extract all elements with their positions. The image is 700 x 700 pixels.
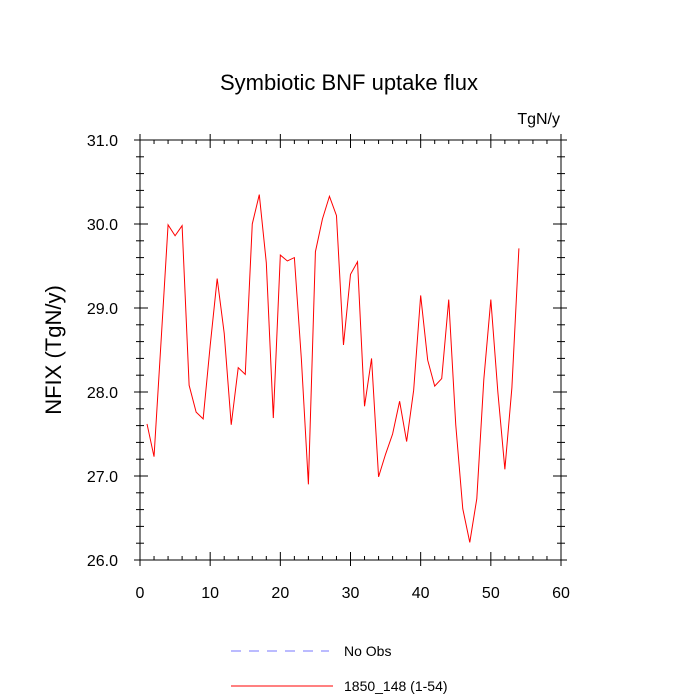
x-tick-label: 20	[271, 585, 289, 602]
plot-frame	[139, 139, 562, 561]
units-label: TgN/y	[517, 111, 560, 128]
y-axis-label: NFIX (TgN/y)	[41, 285, 66, 415]
series-layer	[146, 194, 520, 543]
axis-ticks	[134, 134, 567, 566]
x-tick-label: 10	[201, 585, 219, 602]
y-tick-label: 26.0	[87, 553, 118, 570]
y-tick-label: 31.0	[87, 133, 118, 150]
axis-tick-labels: 0 10 20 30 40 50 60 26.0 27.0 28.0 29.0 30.0 31.0	[87, 133, 570, 602]
y-tick-label: 29.0	[87, 301, 118, 318]
chart-title: Symbiotic BNF uptake flux	[220, 70, 478, 95]
legend-label-no-obs: No Obs	[344, 643, 391, 659]
y-tick-label: 27.0	[87, 469, 118, 486]
x-tick-label: 30	[342, 585, 360, 602]
x-tick-label: 40	[412, 585, 430, 602]
legend: No Obs 1850_148 (1-54)	[231, 643, 448, 694]
y-tick-label: 30.0	[87, 217, 118, 234]
x-tick-label: 0	[136, 585, 145, 602]
series-line-1850-148-1-54-	[146, 194, 520, 543]
y-tick-label: 28.0	[87, 385, 118, 402]
x-tick-label: 60	[552, 585, 570, 602]
legend-label-1850-148: 1850_148 (1-54)	[344, 678, 448, 694]
x-tick-label: 50	[482, 585, 500, 602]
